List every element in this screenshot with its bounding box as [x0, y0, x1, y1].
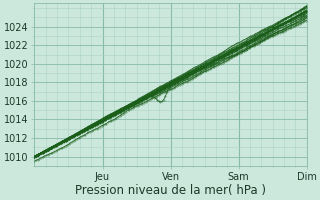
- X-axis label: Pression niveau de la mer( hPa ): Pression niveau de la mer( hPa ): [75, 184, 266, 197]
